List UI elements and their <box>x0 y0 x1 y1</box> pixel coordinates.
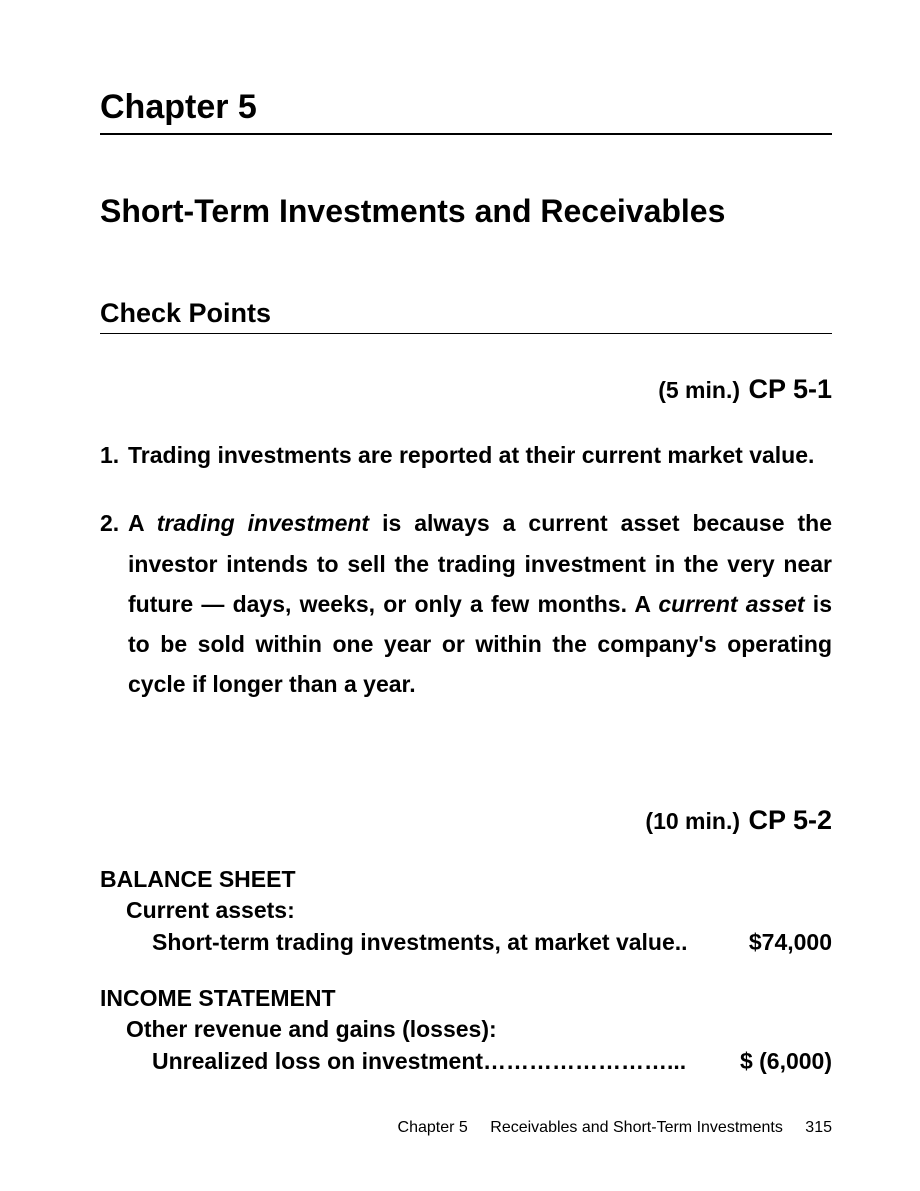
line-value: $ (6,000) <box>740 1046 832 1078</box>
item-number: 1. <box>100 435 128 475</box>
page-footer: Chapter 5 Receivables and Short-Term Inv… <box>0 1119 832 1137</box>
footer-text: Receivables and Short-Term Investments <box>490 1119 783 1136</box>
section-heading: Check Points <box>100 298 832 334</box>
footer-page-number: 315 <box>805 1119 832 1136</box>
cp2-label: CP 5-2 <box>748 805 832 835</box>
line-label: Unrealized loss on investment……………………... <box>152 1046 732 1078</box>
balance-sheet-subtitle: Current assets: <box>100 895 832 927</box>
page-content: Chapter 5 Short-Term Investments and Rec… <box>0 0 920 1078</box>
text-prefix: A <box>128 510 157 536</box>
cp2-time: (10 min.) <box>645 808 740 834</box>
chapter-subtitle: Short-Term Investments and Receivables <box>100 193 832 230</box>
balance-sheet-block: BALANCE SHEET Current assets: Short-term… <box>100 864 832 959</box>
cp2-header: (10 min.) CP 5-2 <box>100 805 832 836</box>
item-number: 2. <box>100 503 128 704</box>
cp1-time: (5 min.) <box>658 377 740 403</box>
item-text: A trading investment is always a current… <box>128 503 832 704</box>
income-statement-line: Unrealized loss on investment……………………...… <box>100 1046 832 1078</box>
cp1-item-1: 1. Trading investments are reported at t… <box>100 435 832 475</box>
line-label: Short-term trading investments, at marke… <box>152 927 741 959</box>
income-statement-block: INCOME STATEMENT Other revenue and gains… <box>100 983 832 1078</box>
balance-sheet-title: BALANCE SHEET <box>100 864 832 896</box>
income-statement-subtitle: Other revenue and gains (losses): <box>100 1014 832 1046</box>
cp1-label: CP 5-1 <box>748 374 832 404</box>
item-text: Trading investments are reported at thei… <box>128 435 832 475</box>
chapter-title: Chapter 5 <box>100 88 832 135</box>
italic-term: trading investment <box>157 510 369 536</box>
balance-sheet-line: Short-term trading investments, at marke… <box>100 927 832 959</box>
footer-chapter: Chapter 5 <box>398 1119 468 1136</box>
line-value: $74,000 <box>749 927 832 959</box>
income-statement-title: INCOME STATEMENT <box>100 983 832 1015</box>
italic-term: current asset <box>658 591 804 617</box>
cp1-header: (5 min.) CP 5-1 <box>100 374 832 405</box>
cp1-item-2: 2. A trading investment is always a curr… <box>100 503 832 704</box>
